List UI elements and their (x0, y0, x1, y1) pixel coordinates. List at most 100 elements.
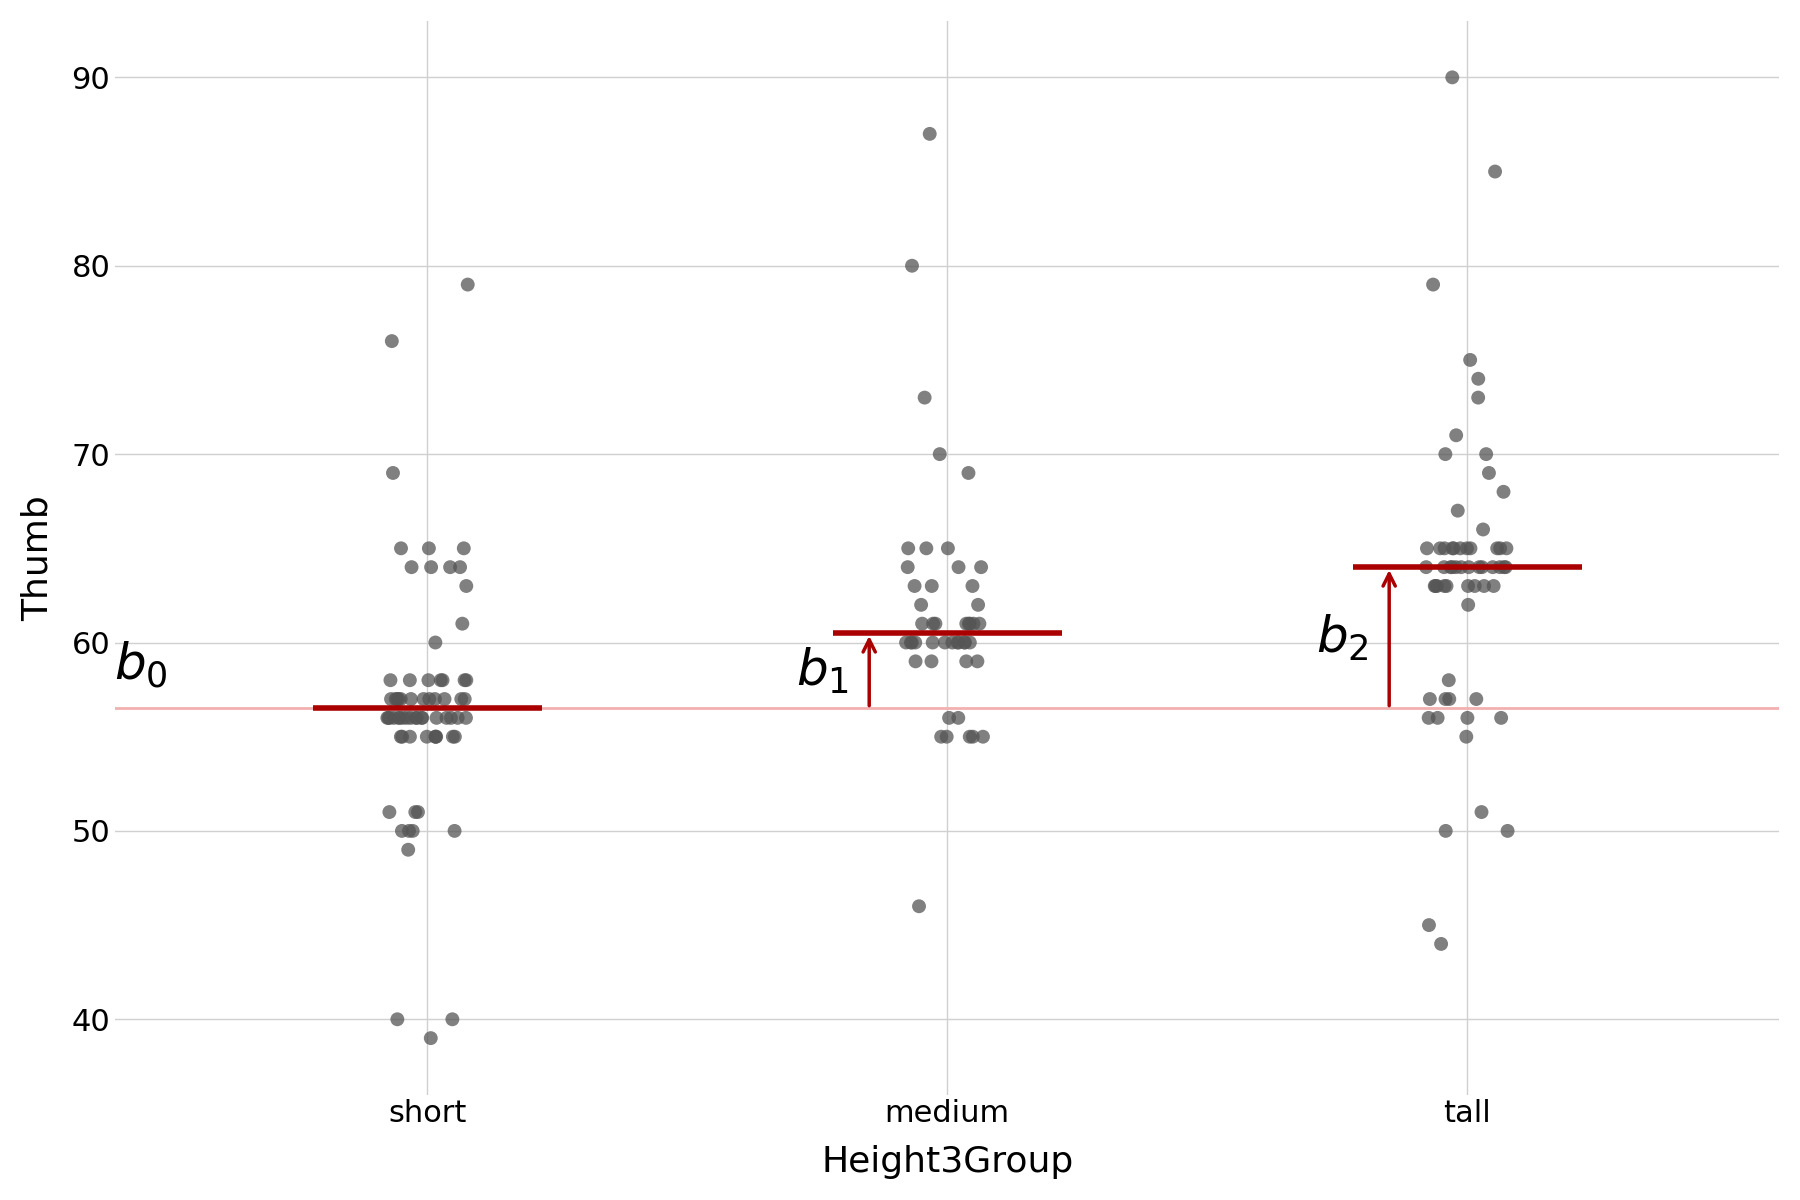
Point (1411, 558, 1440, 577)
Point (956, 727, 985, 746)
Point (1438, 558, 1467, 577)
Point (1435, 671, 1463, 690)
Point (430, 690, 459, 709)
Point (1427, 935, 1456, 954)
Point (907, 614, 936, 634)
Point (1429, 576, 1458, 595)
Point (421, 727, 450, 746)
Point (387, 539, 416, 558)
Point (934, 539, 963, 558)
Point (428, 671, 457, 690)
Point (1489, 482, 1517, 502)
Point (954, 614, 983, 634)
Point (414, 539, 443, 558)
Point (454, 275, 482, 294)
Point (945, 632, 974, 652)
Point (891, 632, 920, 652)
Point (1436, 558, 1465, 577)
Point (373, 708, 401, 727)
Point (1413, 539, 1442, 558)
Text: $b_2$: $b_2$ (1316, 613, 1368, 662)
Point (950, 632, 979, 652)
Point (1435, 690, 1463, 709)
Point (1426, 539, 1454, 558)
Point (1456, 539, 1485, 558)
Point (1478, 558, 1507, 577)
Point (387, 727, 416, 746)
Point (905, 896, 934, 916)
Point (1415, 690, 1444, 709)
Point (383, 708, 412, 727)
Point (1492, 539, 1521, 558)
Point (925, 444, 954, 463)
Point (383, 690, 412, 709)
Point (956, 632, 985, 652)
Point (437, 1009, 466, 1028)
Point (398, 821, 427, 840)
Point (934, 708, 963, 727)
Point (414, 690, 443, 709)
Point (922, 614, 950, 634)
X-axis label: Height3Group: Height3Group (821, 1145, 1073, 1180)
Point (1453, 539, 1481, 558)
Point (437, 708, 466, 727)
Point (407, 708, 436, 727)
Text: $b_0$: $b_0$ (113, 640, 167, 690)
Point (1462, 690, 1490, 709)
Point (965, 614, 994, 634)
Point (1438, 67, 1467, 86)
Point (1415, 916, 1444, 935)
Point (1463, 388, 1492, 407)
Point (1453, 708, 1481, 727)
Point (1447, 558, 1476, 577)
Point (1442, 558, 1471, 577)
Point (1463, 370, 1492, 389)
Point (1429, 558, 1458, 577)
Point (1494, 821, 1523, 840)
Point (382, 690, 410, 709)
Point (423, 708, 452, 727)
Point (1422, 576, 1451, 595)
Point (900, 576, 929, 595)
Point (1444, 502, 1472, 521)
Point (1454, 595, 1483, 614)
Point (396, 690, 425, 709)
Point (1490, 558, 1519, 577)
Point (409, 690, 437, 709)
Point (1454, 558, 1483, 577)
Point (1472, 444, 1501, 463)
Point (1433, 576, 1462, 595)
Point (1465, 558, 1494, 577)
Point (902, 652, 931, 671)
Point (441, 821, 470, 840)
Point (952, 614, 981, 634)
Point (895, 539, 923, 558)
Point (380, 708, 409, 727)
Point (931, 632, 959, 652)
Point (427, 671, 455, 690)
Point (898, 632, 927, 652)
Point (450, 539, 479, 558)
Point (394, 840, 423, 859)
Point (396, 708, 425, 727)
Point (443, 708, 472, 727)
Point (1431, 690, 1460, 709)
Point (893, 558, 922, 577)
Point (954, 463, 983, 482)
Point (378, 331, 407, 350)
Point (389, 708, 418, 727)
Point (396, 671, 425, 690)
Point (383, 690, 412, 709)
Point (403, 803, 432, 822)
Point (421, 727, 450, 746)
Point (918, 576, 947, 595)
Point (452, 576, 481, 595)
Point (374, 708, 403, 727)
Point (416, 1028, 445, 1048)
Point (1440, 539, 1469, 558)
Point (1490, 558, 1519, 577)
Point (1474, 463, 1503, 482)
Point (1485, 558, 1514, 577)
Point (1483, 539, 1512, 558)
Y-axis label: Thumb: Thumb (22, 494, 54, 620)
